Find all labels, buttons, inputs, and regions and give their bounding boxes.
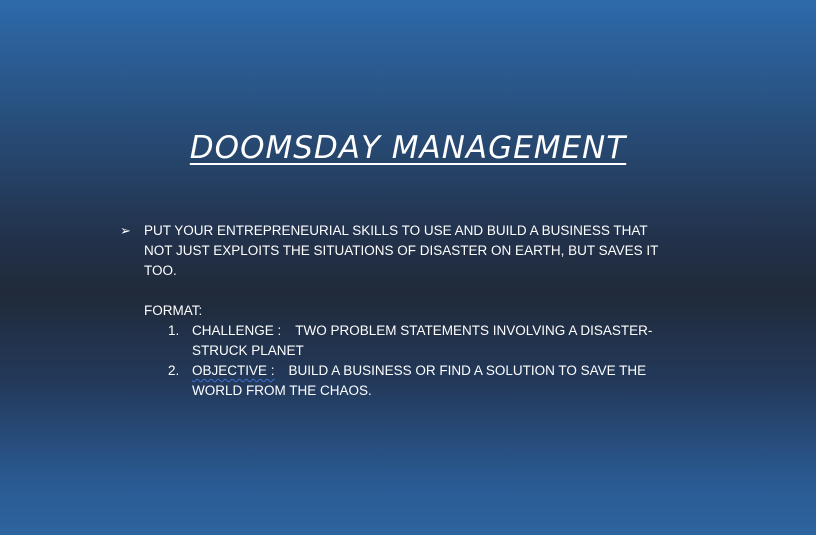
list-number: 2. (168, 363, 180, 378)
list-item-body: CHALLENGE : TWO PROBLEM STATEMENTS INVOLV… (192, 321, 660, 361)
list-item-body: OBJECTIVE : BUILD A BUSINESS OR FIND A SO… (192, 361, 660, 401)
slide-content: ➢ PUT YOUR ENTREPRENEURIAL SKILLS TO USE… (120, 221, 660, 401)
list-item: 2. OBJECTIVE : BUILD A BUSINESS OR FIND A… (168, 361, 660, 401)
format-list: 1. CHALLENGE : TWO PROBLEM STATEMENTS INV… (168, 321, 660, 401)
list-text: BUILD A BUSINESS OR FIND A SOLUTION TO S… (192, 363, 647, 398)
list-item: 1. CHALLENGE : TWO PROBLEM STATEMENTS INV… (168, 321, 660, 361)
list-term: OBJECTIVE : (192, 363, 275, 378)
format-label: FORMAT: (144, 303, 203, 318)
slide-title: DOOMSDAY MANAGEMENT (189, 130, 627, 166)
list-number: 1. (168, 323, 180, 338)
bullet-text: PUT YOUR ENTREPRENEURIAL SKILLS TO USE A… (144, 223, 659, 278)
bullet-item: ➢ PUT YOUR ENTREPRENEURIAL SKILLS TO USE… (120, 221, 660, 281)
list-text: TWO PROBLEM STATEMENTS INVOLVING A DISAS… (192, 323, 653, 358)
arrow-bullet-icon: ➢ (120, 223, 131, 238)
list-term: CHALLENGE : (192, 323, 282, 338)
